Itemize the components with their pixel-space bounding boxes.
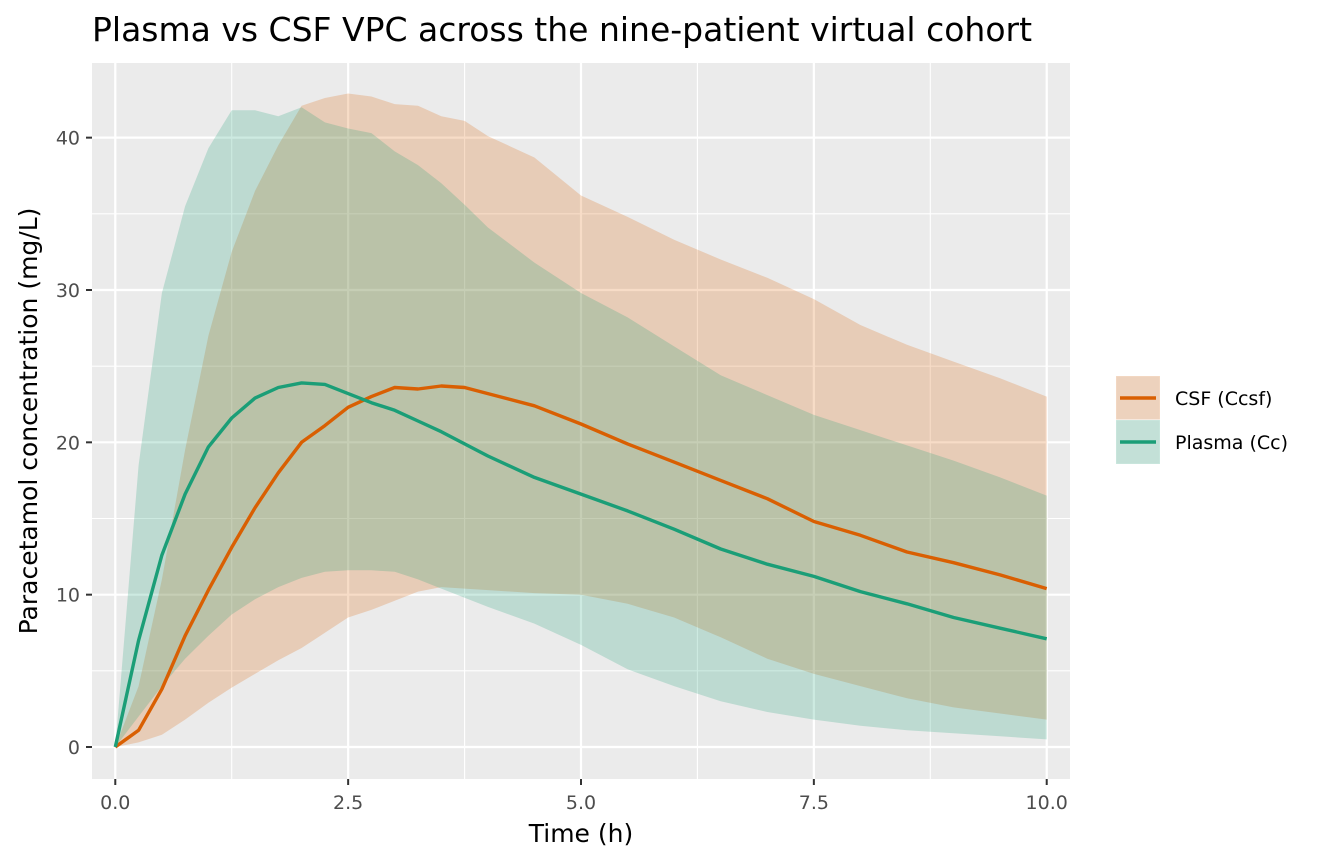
- median-line-csf-ccsf: [114, 384, 1048, 749]
- ribbon-csf-ccsf: [115, 93, 1047, 747]
- legend-label: CSF (Ccsf): [1175, 388, 1272, 410]
- x-axis-title: Time (h): [528, 819, 633, 848]
- y-tick-label: 30: [56, 280, 80, 302]
- x-tick-label: 10.0: [1026, 792, 1068, 814]
- legend-item: CSF (Ccsf): [1115, 375, 1272, 421]
- x-tick-label: 7.5: [799, 792, 829, 814]
- y-axis: 0 10 20 30 40: [56, 128, 92, 759]
- legend-label: Plasma (Cc): [1175, 432, 1288, 454]
- x-tick-label: 0.0: [100, 792, 130, 814]
- y-tick-label: 20: [56, 432, 80, 454]
- chart-title: Plasma vs CSF VPC across the nine-patien…: [92, 10, 1032, 49]
- legend-item: Plasma (Cc): [1115, 419, 1288, 465]
- y-tick-label: 10: [56, 585, 80, 607]
- x-axis: 0.0 2.5 5.0 7.5 10.0: [100, 779, 1068, 814]
- x-tick-label: 2.5: [333, 792, 363, 814]
- legend: CSF (Ccsf) Plasma (Cc): [1115, 375, 1288, 465]
- median-line-plasma-cc: [113, 381, 1048, 748]
- y-axis-title: Paracetamol concentration (mg/L): [14, 208, 43, 635]
- x-tick-label: 5.0: [566, 792, 596, 814]
- ribbon-plasma-cc: [115, 107, 1047, 747]
- grid-major: [92, 63, 1070, 779]
- median-lines: [113, 381, 1048, 749]
- y-tick-label: 0: [68, 737, 80, 759]
- y-tick-label: 40: [56, 128, 80, 150]
- ribbons: [115, 93, 1047, 747]
